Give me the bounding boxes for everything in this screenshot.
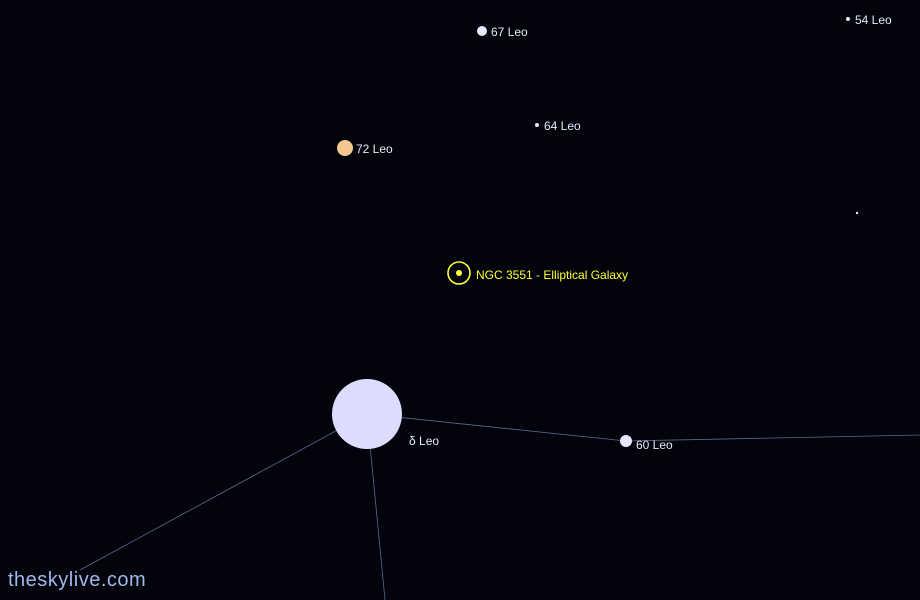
target-dot[interactable]	[456, 270, 462, 276]
star-label-60-leo: 60 Leo	[636, 438, 673, 452]
star-72-leo[interactable]	[337, 140, 353, 156]
star-label-delta-leo: δ Leo	[409, 434, 439, 448]
star-label-54-leo: 54 Leo	[855, 13, 892, 27]
star-layer	[0, 0, 920, 600]
star-label-67-leo: 67 Leo	[491, 25, 528, 39]
star-delta-leo[interactable]	[332, 379, 402, 449]
target-label: NGC 3551 - Elliptical Galaxy	[476, 268, 628, 282]
star-60-leo[interactable]	[620, 435, 632, 447]
star-64-leo[interactable]	[535, 123, 539, 127]
star-label-64-leo: 64 Leo	[544, 119, 581, 133]
star-54-leo[interactable]	[846, 17, 850, 21]
star-label-72-leo: 72 Leo	[356, 142, 393, 156]
star-67-leo[interactable]	[477, 26, 487, 36]
watermark: theskylive.com	[8, 569, 146, 592]
star-chart: 67 Leo 54 Leo 64 Leo 72 Leo δ Leo 60 Leo NGC 3…	[0, 0, 920, 600]
star-faint-1[interactable]	[856, 212, 858, 214]
